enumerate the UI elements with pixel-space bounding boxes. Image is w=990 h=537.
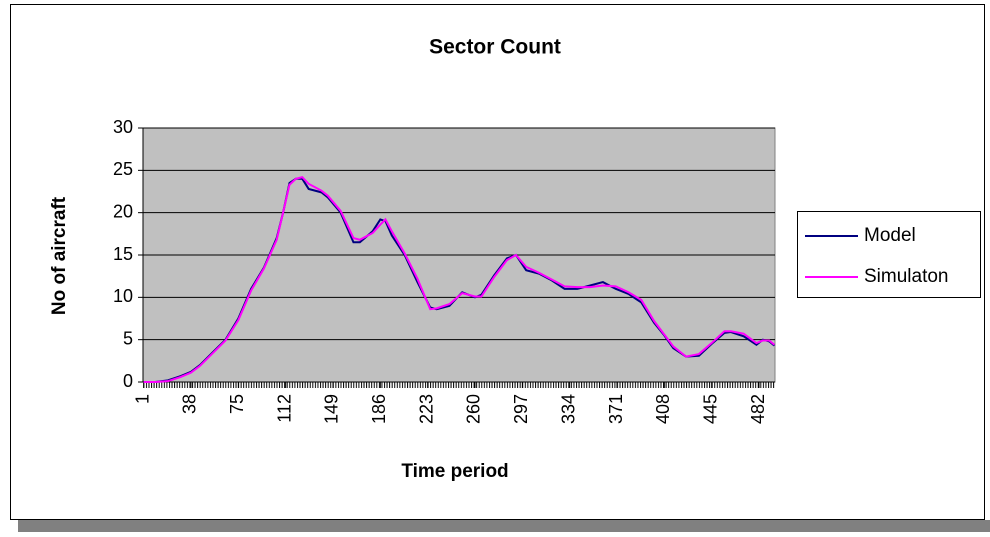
chart-title: Sector Count [429, 36, 561, 59]
x-tick-label: 334 [558, 394, 578, 424]
x-tick-label: 38 [180, 394, 200, 414]
series-line [143, 175, 775, 383]
x-tick-label: 223 [416, 394, 436, 424]
y-tick-label: 10 [113, 286, 133, 306]
y-tick-label: 5 [123, 328, 133, 348]
shadow [18, 520, 990, 532]
x-tick-label: 112 [274, 394, 294, 423]
x-tick-label: 445 [700, 394, 720, 424]
x-tick-label: 149 [322, 394, 342, 424]
x-tick-label: 260 [464, 394, 484, 424]
x-tick-label: 1 [132, 394, 152, 404]
x-tick-label: 75 [227, 394, 247, 414]
x-tick-label: 482 [748, 394, 768, 424]
y-tick-label: 30 [113, 117, 133, 137]
legend-label: Simulaton [864, 266, 949, 287]
minor-ticks [143, 382, 775, 388]
x-tick-label: 186 [369, 394, 389, 424]
x-tick-label: 408 [653, 394, 673, 424]
x-tick-label: 371 [606, 394, 626, 424]
y-tick-label: 15 [113, 244, 133, 264]
y-tick-label: 25 [113, 159, 133, 179]
y-tick-label: 20 [113, 201, 133, 221]
legend-label: Model [864, 225, 916, 246]
y-tick-label: 0 [123, 371, 133, 391]
y-axis-title: No of aircraft [49, 196, 70, 315]
x-tick-label: 297 [511, 394, 531, 424]
x-axis-title: Time period [401, 461, 508, 482]
legend [797, 211, 981, 298]
